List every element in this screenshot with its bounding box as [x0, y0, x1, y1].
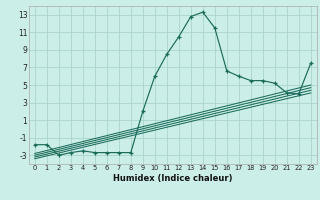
X-axis label: Humidex (Indice chaleur): Humidex (Indice chaleur) [113, 174, 233, 183]
